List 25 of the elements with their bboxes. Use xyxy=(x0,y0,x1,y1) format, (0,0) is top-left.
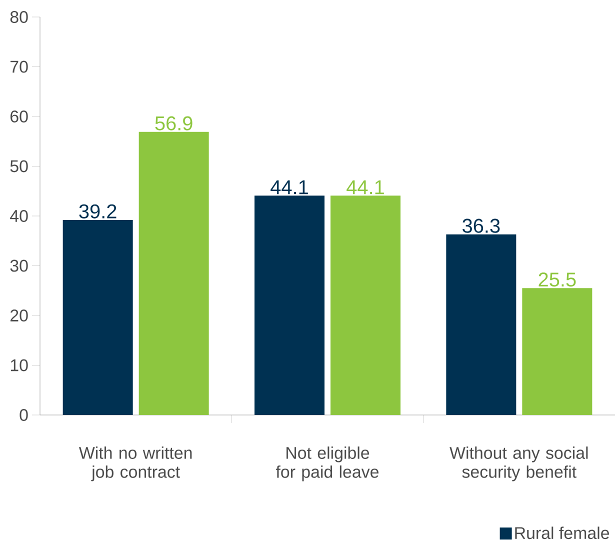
x-tick-label: Not eligible for paid leave xyxy=(276,446,379,482)
data-label: 44.1 xyxy=(346,180,384,194)
y-tick-label: 80 xyxy=(10,10,28,23)
y-tick-label: 0 xyxy=(20,408,28,421)
y-tick-label: 10 xyxy=(10,359,28,372)
bar xyxy=(330,196,401,415)
y-tick-label: 60 xyxy=(10,110,28,122)
x-tick-label: With no written job contract xyxy=(78,446,192,482)
y-tick-label: 40 xyxy=(10,210,28,222)
y-tick-label: 70 xyxy=(10,60,28,73)
y-tick-label: 20 xyxy=(10,309,28,322)
legend-label: Rural female xyxy=(515,526,610,540)
data-label: 44.1 xyxy=(270,180,308,194)
data-label: 39.2 xyxy=(79,204,116,218)
y-tick-label: 30 xyxy=(10,260,28,272)
y-tick-label: 50 xyxy=(10,160,28,172)
bar xyxy=(62,220,133,415)
x-tick-label: Without any social security benefit xyxy=(450,446,588,482)
data-label: 36.3 xyxy=(462,218,500,233)
bar xyxy=(446,234,516,415)
data-label: 25.5 xyxy=(538,272,576,287)
bar xyxy=(254,196,325,415)
bar xyxy=(522,288,592,415)
data-label: 56.9 xyxy=(155,116,192,130)
bar xyxy=(138,132,209,415)
